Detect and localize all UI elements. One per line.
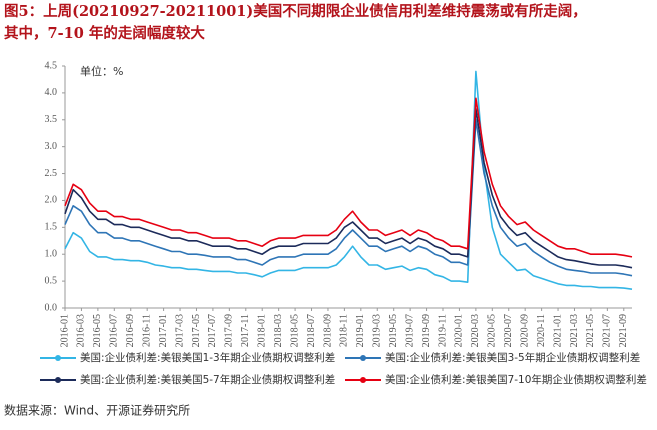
x-tick-label: 2017-03 [174, 314, 185, 347]
series-line [64, 70, 633, 290]
y-tick-label: 3.5 [45, 114, 58, 125]
x-tick-label: 2019-03 [372, 314, 383, 347]
legend-swatch-dot [55, 377, 61, 383]
series-line [64, 119, 633, 277]
x-tick-label: 2020-09 [519, 314, 530, 347]
y-tick-label: 0.5 [45, 275, 58, 286]
y-tick-label: 1.0 [45, 249, 58, 260]
legend-label: 美国:企业债利差:美银美国7-10年期企业债期权调整利差 [385, 373, 647, 386]
legend-swatch-dot [55, 355, 61, 361]
x-tick-label: 2017-09 [224, 314, 235, 347]
series-line [64, 108, 633, 269]
x-tick-label: 2018-11 [339, 314, 350, 347]
y-tick-label: 1.5 [45, 222, 58, 233]
x-tick-label: 2021-05 [585, 314, 596, 347]
y-tick-label: 3.0 [45, 141, 58, 152]
x-tick-label: 2020-01 [454, 314, 465, 347]
source: 数据来源：Wind、开源证券研究所 [4, 403, 190, 418]
chart-title: 其中，7-10 年的走阔幅度较大 [4, 24, 205, 42]
x-tick-label: 2016-01 [59, 314, 70, 347]
x-tick-label: 2020-05 [487, 314, 498, 347]
x-tick-label: 2020-07 [503, 314, 514, 347]
x-tick-label: 2019-07 [404, 314, 415, 347]
legend-label: 美国:企业债利差:美银美国3-5年期企业债期权调整利差 [385, 351, 640, 364]
x-tick-label: 2018-07 [306, 314, 317, 347]
legend-swatch-dot [360, 355, 366, 361]
x-tick-label: 2021-03 [569, 314, 580, 347]
x-tick-label: 2016-09 [125, 314, 136, 347]
x-tick-label: 2018-05 [289, 314, 300, 347]
x-tick-label: 2016-03 [76, 314, 87, 347]
x-tick-label: 2016-07 [109, 314, 120, 347]
y-tick-label: 0.0 [45, 302, 58, 313]
legend-label: 美国:企业债利差:美银美国5-7年期企业债期权调整利差 [80, 373, 335, 386]
legend-swatch-dot [360, 377, 366, 383]
x-tick-label: 2016-11 [141, 314, 152, 347]
x-tick-label: 2017-11 [240, 314, 251, 347]
y-tick-label: 2.5 [45, 168, 58, 179]
y-tick-label: 4.0 [45, 87, 58, 98]
legend-label: 美国:企业债利差:美银美国1-3年期企业债期权调整利差 [80, 351, 335, 364]
x-tick-label: 2019-01 [355, 314, 366, 347]
x-tick-label: 2017-01 [158, 314, 169, 347]
x-tick-label: 2021-07 [602, 314, 613, 347]
x-tick-label: 2016-05 [92, 314, 103, 347]
x-tick-label: 2018-01 [257, 314, 268, 347]
x-tick-label: 2021-09 [618, 314, 629, 347]
x-tick-label: 2020-11 [536, 314, 547, 347]
unit-annotation: 单位：% [80, 64, 123, 78]
y-tick-label: 4.5 [45, 60, 58, 71]
x-tick-label: 2021-01 [552, 314, 563, 347]
x-tick-label: 2018-03 [273, 314, 284, 347]
chart-title: 图5：上周(20210927-20211001)美国不同期限企业债信用利差维持震… [4, 2, 587, 20]
x-tick-label: 2017-05 [191, 314, 202, 347]
x-tick-label: 2019-05 [388, 314, 399, 347]
series-line [64, 97, 633, 258]
x-tick-label: 2020-03 [470, 314, 481, 347]
x-tick-label: 2018-09 [322, 314, 333, 347]
x-tick-label: 2017-07 [207, 314, 218, 347]
x-tick-label: 2019-11 [437, 314, 448, 347]
x-tick-label: 2019-09 [421, 314, 432, 347]
y-tick-label: 2.0 [45, 195, 58, 206]
